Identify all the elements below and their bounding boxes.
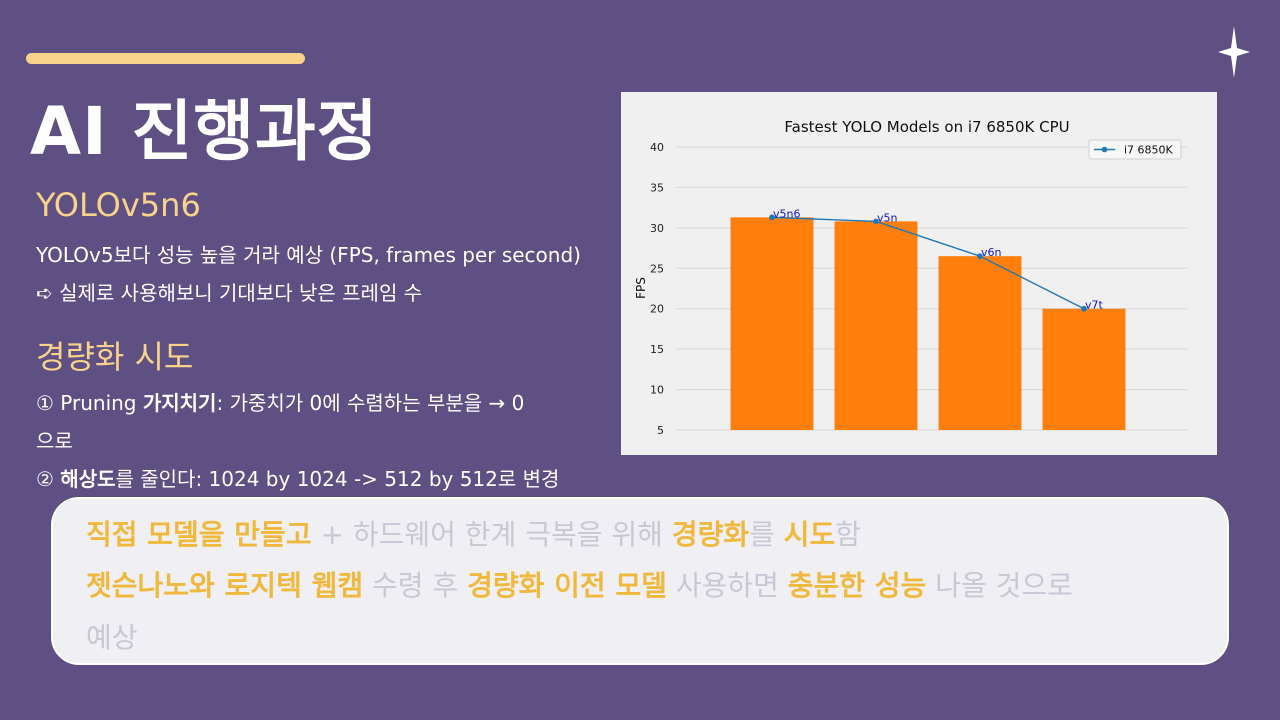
legend-box	[1088, 139, 1182, 160]
pruning-prefix: ① Pruning	[36, 391, 143, 415]
callout-line1-segment-5: 함	[835, 518, 862, 551]
callout-line1-segment-0: 직접 모델을 만들고	[86, 518, 312, 551]
line-point-v6n	[977, 253, 983, 259]
callout-line2-segment-4: 충분한 성능	[787, 569, 927, 602]
pruning-item-wrap: 으로	[36, 429, 73, 453]
y-tick-label-20: 20	[650, 303, 664, 316]
bar-v6n	[938, 256, 1022, 430]
callout-line2-segment-3: 사용하면	[666, 569, 788, 602]
callout-line-2: 젯슨나노와 로지텍 웹캠 수령 후 경량화 이전 모델 사용하면 충분한 성능 …	[86, 564, 1073, 604]
y-tick-label-5: 5	[657, 424, 664, 437]
bar-v5n6	[730, 217, 814, 430]
slide-title: AI 진행과정	[30, 93, 379, 170]
callout-line-3: 예상	[86, 616, 138, 656]
sparkle-star-icon	[1218, 26, 1250, 78]
callout-line1-segment-2: 경량화	[671, 518, 750, 551]
pruning-rest: : 가중치가 0에 수렴하는 부분을 → 0	[216, 391, 525, 415]
resolution-bold: 해상도	[60, 467, 116, 491]
section-heading-yolov5n6: YOLOv5n6	[36, 186, 201, 224]
callout-line3-segment-0: 예상	[86, 621, 138, 654]
fps-chart: Fastest YOLO Models on i7 6850K CPU FPS 5 1…	[621, 92, 1217, 455]
section1-line-1: YOLOv5보다 성능 높을 거라 예상 (FPS, frames per se…	[36, 243, 581, 267]
chart-ylabel: FPS	[634, 277, 648, 299]
resolution-rest: 를 줄인다: 1024 by 1024 -> 512 by 512로 변경	[115, 467, 560, 491]
point-label-v5n: v5n	[877, 211, 898, 224]
y-tick-label-30: 30	[650, 222, 664, 235]
line-point-v5n6	[769, 214, 775, 221]
point-label-v5n6: v5n6	[773, 207, 800, 220]
callout-line1-segment-4: 시도	[783, 518, 836, 551]
y-tick-label-10: 10	[650, 384, 664, 397]
y-tick-label-15: 15	[650, 343, 664, 356]
line-point-v5n	[873, 218, 879, 225]
resolution-item: ② 해상도를 줄인다: 1024 by 1024 -> 512 by 512로 …	[36, 463, 559, 492]
y-tick-label-35: 35	[650, 181, 664, 194]
line-series-i7-6850k	[771, 216, 1085, 310]
chart-title: Fastest YOLO Models on i7 6850K CPU	[784, 118, 1069, 136]
callout-line1-segment-3: 를	[749, 518, 784, 551]
pruning-bold: 가지치기	[142, 391, 217, 415]
bar-v5n	[834, 221, 918, 430]
accent-bar	[26, 53, 305, 64]
point-label-v7t: v7t	[1085, 299, 1104, 312]
fps-chart-svg: Fastest YOLO Models on i7 6850K CPU FPS 5 1…	[634, 118, 1187, 437]
legend-marker	[1101, 146, 1108, 153]
section1-line-2: ➪ 실제로 사용해보니 기대보다 낮은 프레임 수	[36, 281, 423, 305]
callout-line-1: 직접 모델을 만들고 + 하드웨어 한계 극복을 위해 경량화를 시도함	[86, 513, 861, 553]
bar-v7t	[1042, 308, 1126, 430]
y-tick-label-25: 25	[650, 262, 664, 275]
point-label-v6n: v6n	[981, 246, 1002, 259]
pruning-item: ① Pruning 가지치기: 가중치가 0에 수렴하는 부분을 → 0	[36, 387, 524, 416]
resolution-prefix: ②	[36, 467, 61, 491]
callout-line1-segment-1: + 하드웨어 한계 극복을 위해	[311, 518, 672, 551]
legend-label: i7 6850K	[1124, 144, 1174, 157]
callout-line2-segment-5: 나올 것으로	[926, 569, 1073, 602]
callout-line2-segment-2: 경량화 이전 모델	[467, 569, 667, 602]
callout-line2-segment-0: 젯슨나노와 로지텍 웹캠	[86, 569, 364, 602]
line-point-v7t	[1081, 305, 1087, 312]
callout-line2-segment-1: 수령 후	[363, 569, 468, 602]
section-heading-lightweight: 경량화 시도	[36, 338, 194, 376]
summary-callout: 직접 모델을 만들고 + 하드웨어 한계 극복을 위해 경량화를 시도함 젯슨나…	[51, 497, 1229, 665]
y-tick-label-40: 40	[650, 141, 664, 154]
